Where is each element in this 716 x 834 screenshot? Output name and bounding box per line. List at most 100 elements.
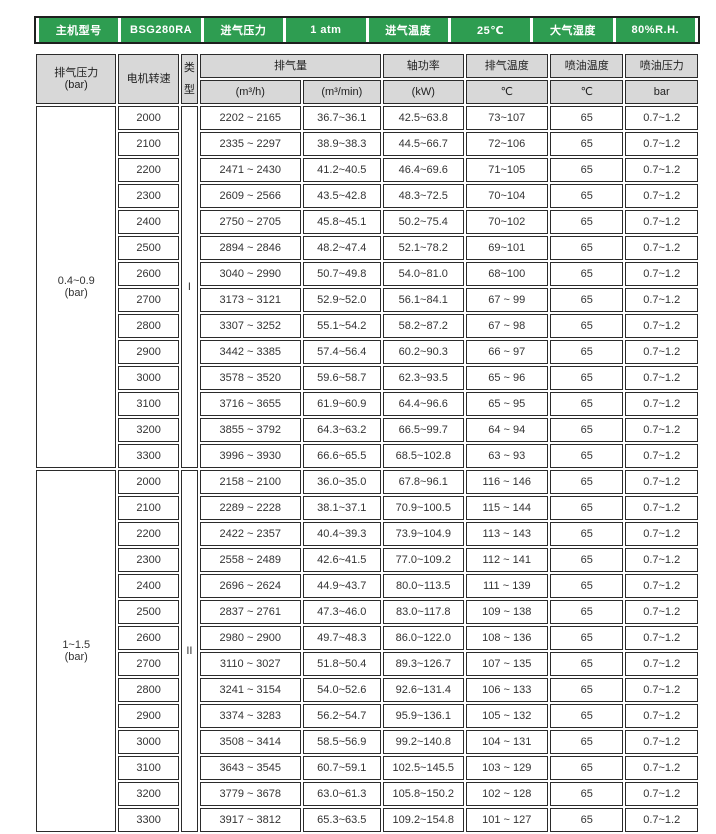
capacity-m3min-cell: 38.1~37.1 xyxy=(302,496,382,520)
motor-speed-cell: 2700 xyxy=(118,652,179,676)
motor-speed-cell: 3200 xyxy=(118,782,179,806)
discharge-temp-cell: 109 ~ 138 xyxy=(465,600,549,624)
oil-pressure-cell: 0.7~1.2 xyxy=(625,808,698,832)
motor-speed-cell: 3300 xyxy=(118,444,179,468)
capacity-m3h-cell: 3374 ~ 3283 xyxy=(199,704,301,728)
table-row: 2700 3110 ~ 3027 51.8~50.4 89.3~126.7 107 ~ … xyxy=(36,652,698,676)
discharge-temp-cell: 115 ~ 144 xyxy=(465,496,549,520)
capacity-m3min-cell: 41.2~40.5 xyxy=(302,158,382,182)
oil-temp-cell: 65 xyxy=(550,704,624,728)
type-group-cell: II xyxy=(180,470,198,832)
shaft-power-cell: 73.9~104.9 xyxy=(383,522,464,546)
discharge-temp-cell: 107 ~ 135 xyxy=(465,652,549,676)
motor-speed-cell: 2000 xyxy=(118,106,179,130)
table-row: 3000 3578 ~ 3520 59.6~58.7 62.3~93.5 65 ~ 96… xyxy=(36,366,698,390)
capacity-m3min-cell: 42.6~41.5 xyxy=(302,548,382,572)
table-row: 2600 3040 ~ 2990 50.7~49.8 54.0~81.0 68~100 6… xyxy=(36,262,698,286)
shaft-power-cell: 48.3~72.5 xyxy=(383,184,464,208)
col-oil-pressure: 喷油压力 xyxy=(625,54,698,78)
table-row: 3300 3917 ~ 3812 65.3~63.5 109.2~154.8 101 ~… xyxy=(36,808,698,832)
conditions-header-table: 主机型号 BSG280RA 进气压力 1 atm 进气温度 25℃ 大气湿度 8… xyxy=(34,16,700,44)
header-row-2: (m³/h) (m³/min) (kW) ℃ ℃ bar xyxy=(36,80,698,104)
oil-temp-cell: 65 xyxy=(550,236,624,260)
col-discharge-temp: 排气温度 xyxy=(465,54,549,78)
discharge-temp-cell: 111 ~ 139 xyxy=(465,574,549,598)
table-row: 3200 3855 ~ 3792 64.3~63.2 66.5~99.7 64 ~ 94… xyxy=(36,418,698,442)
oil-pressure-cell: 0.7~1.2 xyxy=(625,756,698,780)
capacity-m3h-cell: 3173 ~ 3121 xyxy=(199,288,301,312)
table-row: 3200 3779 ~ 3678 63.0~61.3 105.8~150.2 102 ~… xyxy=(36,782,698,806)
oil-pressure-cell: 0.7~1.2 xyxy=(625,158,698,182)
shaft-power-cell: 89.3~126.7 xyxy=(383,652,464,676)
capacity-m3h-cell: 2158 ~ 2100 xyxy=(199,470,301,494)
oil-pressure-cell: 0.7~1.2 xyxy=(625,288,698,312)
performance-table-body: 0.4~0.9 (bar) 2000 I 2202 ~ 2165 36.7~36.1 42.… xyxy=(36,106,698,832)
oil-pressure-cell: 0.7~1.2 xyxy=(625,262,698,286)
unit-capacity-min: (m³/min) xyxy=(302,80,382,104)
motor-speed-cell: 3300 xyxy=(118,808,179,832)
pressure-group-cell: 1~1.5 (bar) xyxy=(36,470,117,832)
oil-temp-cell: 65 xyxy=(550,678,624,702)
capacity-m3min-cell: 65.3~63.5 xyxy=(302,808,382,832)
oil-temp-cell: 65 xyxy=(550,158,624,182)
capacity-m3h-cell: 2609 ~ 2566 xyxy=(199,184,301,208)
oil-pressure-cell: 0.7~1.2 xyxy=(625,106,698,130)
motor-speed-cell: 2100 xyxy=(118,496,179,520)
table-row: 2900 3374 ~ 3283 56.2~54.7 95.9~136.1 105 ~ … xyxy=(36,704,698,728)
discharge-temp-cell: 71~105 xyxy=(465,158,549,182)
capacity-m3min-cell: 38.9~38.3 xyxy=(302,132,382,156)
ambient-humidity-value: 80%R.H. xyxy=(615,18,695,42)
inlet-temp-value: 25℃ xyxy=(450,18,531,42)
table-row: 2500 2837 ~ 2761 47.3~46.0 83.0~117.8 109 ~ … xyxy=(36,600,698,624)
capacity-m3h-cell: 2980 ~ 2900 xyxy=(199,626,301,650)
discharge-temp-cell: 104 ~ 131 xyxy=(465,730,549,754)
shaft-power-cell: 80.0~113.5 xyxy=(383,574,464,598)
motor-speed-cell: 3000 xyxy=(118,366,179,390)
shaft-power-cell: 52.1~78.2 xyxy=(383,236,464,260)
motor-speed-cell: 2700 xyxy=(118,288,179,312)
shaft-power-cell: 109.2~154.8 xyxy=(383,808,464,832)
capacity-m3h-cell: 2894 ~ 2846 xyxy=(199,236,301,260)
oil-temp-cell: 65 xyxy=(550,184,624,208)
table-row: 2500 2894 ~ 2846 48.2~47.4 52.1~78.2 69~101 6… xyxy=(36,236,698,260)
capacity-m3min-cell: 45.8~45.1 xyxy=(302,210,382,234)
performance-table: 排气压力 (bar) 电机转速 类 型 排气量 轴功率 排气温度 喷油温度 喷油… xyxy=(34,52,700,834)
table-row: 2600 2980 ~ 2900 49.7~48.3 86.0~122.0 108 ~ … xyxy=(36,626,698,650)
shaft-power-cell: 64.4~96.6 xyxy=(383,392,464,416)
motor-speed-cell: 2200 xyxy=(118,158,179,182)
oil-temp-cell: 65 xyxy=(550,600,624,624)
capacity-m3h-cell: 2202 ~ 2165 xyxy=(199,106,301,130)
discharge-temp-cell: 68~100 xyxy=(465,262,549,286)
oil-temp-cell: 65 xyxy=(550,470,624,494)
shaft-power-cell: 83.0~117.8 xyxy=(383,600,464,624)
discharge-temp-cell: 105 ~ 132 xyxy=(465,704,549,728)
oil-temp-cell: 65 xyxy=(550,652,624,676)
motor-speed-cell: 2000 xyxy=(118,470,179,494)
capacity-m3min-cell: 43.5~42.8 xyxy=(302,184,382,208)
oil-temp-cell: 65 xyxy=(550,262,624,286)
table-row: 2100 2335 ~ 2297 38.9~38.3 44.5~66.7 72~106 6… xyxy=(36,132,698,156)
motor-speed-cell: 2800 xyxy=(118,314,179,338)
table-row: 2100 2289 ~ 2228 38.1~37.1 70.9~100.5 115 ~ … xyxy=(36,496,698,520)
oil-pressure-cell: 0.7~1.2 xyxy=(625,548,698,572)
capacity-m3h-cell: 3241 ~ 3154 xyxy=(199,678,301,702)
discharge-temp-cell: 65 ~ 96 xyxy=(465,366,549,390)
motor-speed-cell: 2300 xyxy=(118,184,179,208)
table-row: 3100 3643 ~ 3545 60.7~59.1 102.5~145.5 103 ~… xyxy=(36,756,698,780)
motor-speed-cell: 3100 xyxy=(118,756,179,780)
motor-speed-cell: 2600 xyxy=(118,626,179,650)
oil-pressure-cell: 0.7~1.2 xyxy=(625,314,698,338)
capacity-m3min-cell: 56.2~54.7 xyxy=(302,704,382,728)
inlet-pressure-value: 1 atm xyxy=(286,18,366,42)
table-row: 2800 3241 ~ 3154 54.0~52.6 92.6~131.4 106 ~ … xyxy=(36,678,698,702)
capacity-m3h-cell: 2558 ~ 2489 xyxy=(199,548,301,572)
ambient-humidity-label: 大气湿度 xyxy=(533,18,613,42)
capacity-m3h-cell: 2335 ~ 2297 xyxy=(199,132,301,156)
motor-speed-cell: 2400 xyxy=(118,574,179,598)
capacity-m3min-cell: 36.0~35.0 xyxy=(302,470,382,494)
capacity-m3min-cell: 57.4~56.4 xyxy=(302,340,382,364)
discharge-temp-cell: 67 ~ 99 xyxy=(465,288,549,312)
table-row: 2300 2609 ~ 2566 43.5~42.8 48.3~72.5 70~104 6… xyxy=(36,184,698,208)
table-row: 3000 3508 ~ 3414 58.5~56.9 99.2~140.8 104 ~ … xyxy=(36,730,698,754)
oil-pressure-cell: 0.7~1.2 xyxy=(625,600,698,624)
